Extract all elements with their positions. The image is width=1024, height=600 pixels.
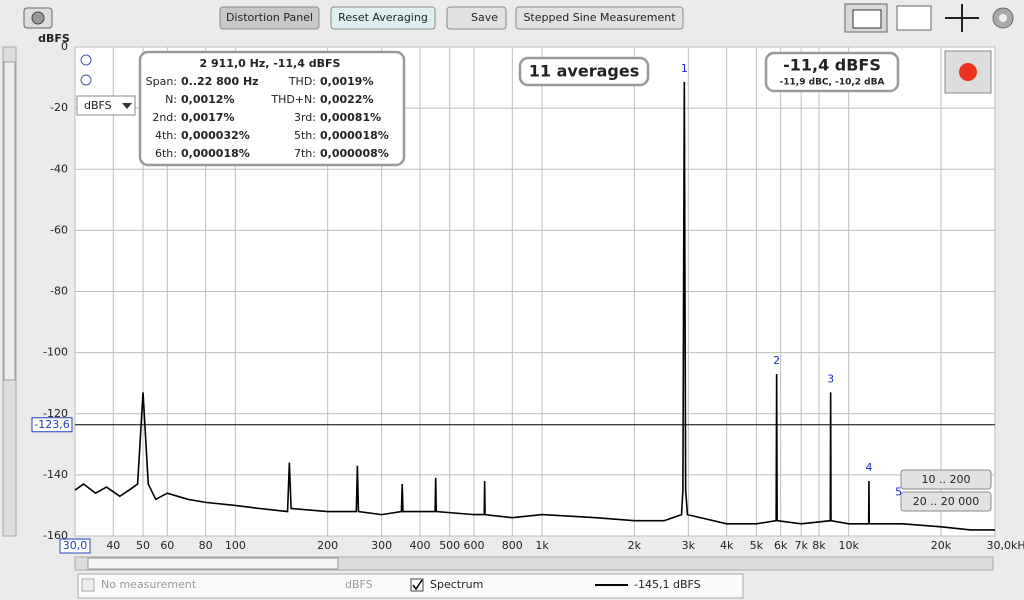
- x-tick-label: 3k: [682, 539, 696, 552]
- range-button-label: 10 .. 200: [922, 473, 971, 486]
- x-tick-label: 10k: [838, 539, 859, 552]
- x-tick-label: 5k: [750, 539, 764, 552]
- stats-panel: [138, 50, 406, 167]
- x-tick-label: 40: [106, 539, 120, 552]
- x-tick-label: 30,0kHz: [987, 539, 1024, 552]
- legend-label: Spectrum: [430, 578, 483, 591]
- x-tick-label: 60: [160, 539, 174, 552]
- stat-value: 0,0017%: [181, 111, 234, 124]
- legend-value: -145,1 dBFS: [634, 578, 701, 591]
- level-box: [764, 51, 900, 93]
- unit-dropdown-text: dBFS: [84, 99, 112, 112]
- toolbar-button-label: Distortion Panel: [226, 11, 313, 24]
- y-tick-label: -140: [43, 468, 68, 481]
- y-tick-label: -20: [50, 101, 68, 114]
- x-tick-label: 50: [136, 539, 150, 552]
- toolbar-button[interactable]: [330, 6, 436, 30]
- x-tick-label: 300: [371, 539, 392, 552]
- stat-label: 2nd:: [152, 111, 177, 124]
- stat-label: THD:: [288, 75, 316, 88]
- level-main: -11,4 dBFS: [783, 56, 881, 75]
- stat-label: 6th:: [155, 147, 177, 160]
- stat-label: N:: [165, 93, 177, 106]
- x-tick-label: 1k: [535, 539, 549, 552]
- y-tick-label: -100: [43, 346, 68, 359]
- stat-label: 3rd:: [294, 111, 316, 124]
- cursor-box: [31, 417, 73, 433]
- harmonic-label: 4: [865, 461, 872, 474]
- stat-value: 0..22 800 Hz: [181, 75, 259, 88]
- x-range-box: [59, 538, 91, 554]
- x-tick-label: 8k: [812, 539, 826, 552]
- legend-label: No measurement: [101, 578, 197, 591]
- x-tick-label: 20k: [931, 539, 952, 552]
- record-button[interactable]: [944, 50, 992, 94]
- range-button-label: 20 .. 20 000: [913, 495, 979, 508]
- y-tick-label: -60: [50, 223, 68, 236]
- vertical-scrollbar[interactable]: [2, 46, 17, 537]
- toolbar-button-label: Stepped Sine Measurement: [523, 11, 676, 24]
- zoom-icons[interactable]: [80, 54, 92, 86]
- stat-value: 0,0019%: [320, 75, 373, 88]
- unit-dropdown[interactable]: [76, 95, 136, 116]
- harmonic-label: 1: [681, 62, 688, 75]
- cursor-label: -123,6: [34, 418, 69, 431]
- x-tick-label: 800: [502, 539, 523, 552]
- averages-box: [518, 56, 650, 87]
- x-tick-label: 7k: [794, 539, 808, 552]
- range-button[interactable]: [900, 469, 992, 490]
- x-tick-label: 500: [439, 539, 460, 552]
- toolbar-button[interactable]: [515, 6, 684, 30]
- range-button[interactable]: [900, 491, 992, 512]
- stat-value: 0,000018%: [181, 147, 250, 160]
- toolbar-button[interactable]: [446, 6, 507, 30]
- y-tick-label: 0: [61, 40, 68, 53]
- camera-icon[interactable]: [23, 7, 53, 29]
- legend-unit: dBFS: [345, 578, 373, 591]
- spectrum-line: [74, 81, 995, 531]
- y-tick-label: -80: [50, 285, 68, 298]
- stat-value: 0,0022%: [320, 93, 373, 106]
- stats-header: 2 911,0 Hz, -11,4 dBFS: [200, 57, 341, 70]
- stat-value: 0,00081%: [320, 111, 381, 124]
- harmonic-label: 3: [827, 372, 834, 385]
- y-tick-label: -120: [43, 407, 68, 420]
- x-tick-label: 6k: [774, 539, 788, 552]
- level-sub: -11,9 dBC, -10,2 dBA: [780, 78, 885, 88]
- stat-value: 0,000032%: [181, 129, 250, 142]
- x-tick-label: 100: [225, 539, 246, 552]
- toolbar-button-label: Save: [471, 11, 498, 24]
- harmonic-label: 5: [895, 485, 902, 498]
- x-tick-label: 600: [463, 539, 484, 552]
- stat-value: 0,000018%: [320, 129, 389, 142]
- x-tick-label: 400: [409, 539, 430, 552]
- y-unit: dBFS: [38, 32, 70, 45]
- view-icons[interactable]: [844, 3, 1014, 33]
- x-tick-label: 4k: [720, 539, 734, 552]
- x-tick-label: 80: [199, 539, 213, 552]
- stat-label: 5th:: [294, 129, 316, 142]
- stat-value: 0,000008%: [320, 147, 389, 160]
- toolbar-button-label: Reset Averaging: [338, 11, 428, 24]
- averages: 11 averages: [529, 62, 639, 81]
- stat-label: Span:: [146, 75, 177, 88]
- toolbar-button[interactable]: [219, 6, 320, 30]
- checkbox[interactable]: [81, 578, 95, 592]
- x-tick-label: 30,0: [63, 539, 88, 552]
- horizontal-scrollbar[interactable]: [74, 556, 994, 571]
- harmonic-label: 2: [773, 354, 780, 367]
- y-tick-label: -40: [50, 162, 68, 175]
- stat-label: 4th:: [155, 129, 177, 142]
- stat-label: THD+N:: [270, 93, 316, 106]
- stat-value: 0,0012%: [181, 93, 234, 106]
- x-tick-label: 200: [317, 539, 338, 552]
- x-tick-label: 2k: [628, 539, 642, 552]
- stat-label: 7th:: [294, 147, 316, 160]
